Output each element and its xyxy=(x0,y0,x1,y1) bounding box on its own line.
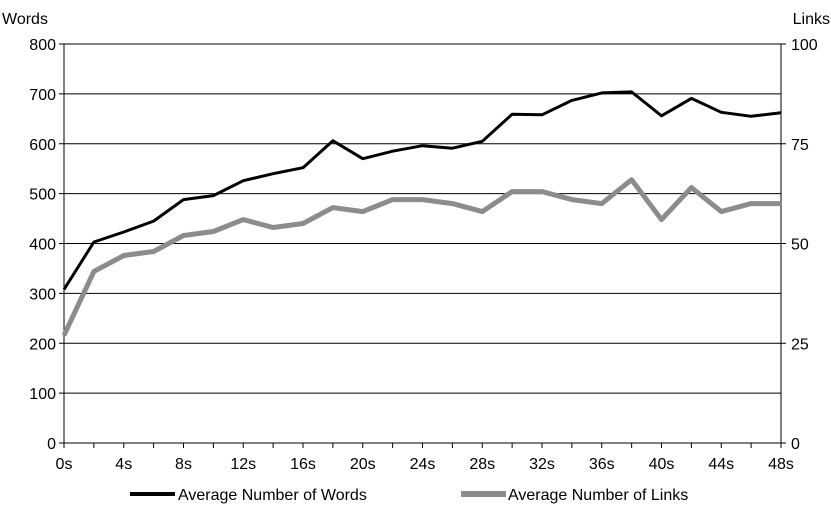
left-tick-label: 100 xyxy=(29,386,56,403)
right-tick-label: 75 xyxy=(791,137,809,154)
left-tick-label: 500 xyxy=(29,187,56,204)
right-tick-label: 100 xyxy=(791,37,818,54)
x-tick-label: 44s xyxy=(708,456,734,473)
x-tick-label: 40s xyxy=(649,456,675,473)
x-tick-label: 32s xyxy=(529,456,555,473)
x-tick-label: 28s xyxy=(469,456,495,473)
x-tick-label: 0s xyxy=(56,456,73,473)
left-tick-label: 200 xyxy=(29,336,56,353)
x-tick-label: 12s xyxy=(230,456,256,473)
series-line-words xyxy=(62,90,782,291)
series-line-links xyxy=(61,177,781,337)
right-tick-label: 50 xyxy=(791,237,809,254)
series-lines xyxy=(61,90,782,337)
left-tick-label: 400 xyxy=(29,237,56,254)
axes: 0 100 200 300 400 500 600 700 800 0 25 50 75 100 0s 4s 8… xyxy=(29,37,818,473)
legend-label-links: Average Number of Links xyxy=(508,487,688,504)
left-tick-label: 700 xyxy=(29,87,56,104)
legend: Average Number of Words Average Number o… xyxy=(130,487,688,504)
left-tick-label: 600 xyxy=(29,137,56,154)
left-axis-title: Words xyxy=(2,11,48,28)
right-axis-title: Links xyxy=(793,11,830,28)
x-tick-label: 48s xyxy=(768,456,794,473)
x-tick-label: 24s xyxy=(410,456,436,473)
legend-label-words: Average Number of Words xyxy=(178,487,367,504)
x-tick-label: 20s xyxy=(350,456,376,473)
x-tick-label: 4s xyxy=(115,456,132,473)
left-tick-label: 0 xyxy=(47,436,56,453)
x-tick-label: 16s xyxy=(290,456,316,473)
left-tick-label: 300 xyxy=(29,286,56,303)
x-tick-label: 8s xyxy=(175,456,192,473)
right-tick-label: 25 xyxy=(791,336,809,353)
right-tick-label: 0 xyxy=(791,436,800,453)
left-tick-label: 800 xyxy=(29,37,56,54)
x-tick-label: 36s xyxy=(589,456,615,473)
